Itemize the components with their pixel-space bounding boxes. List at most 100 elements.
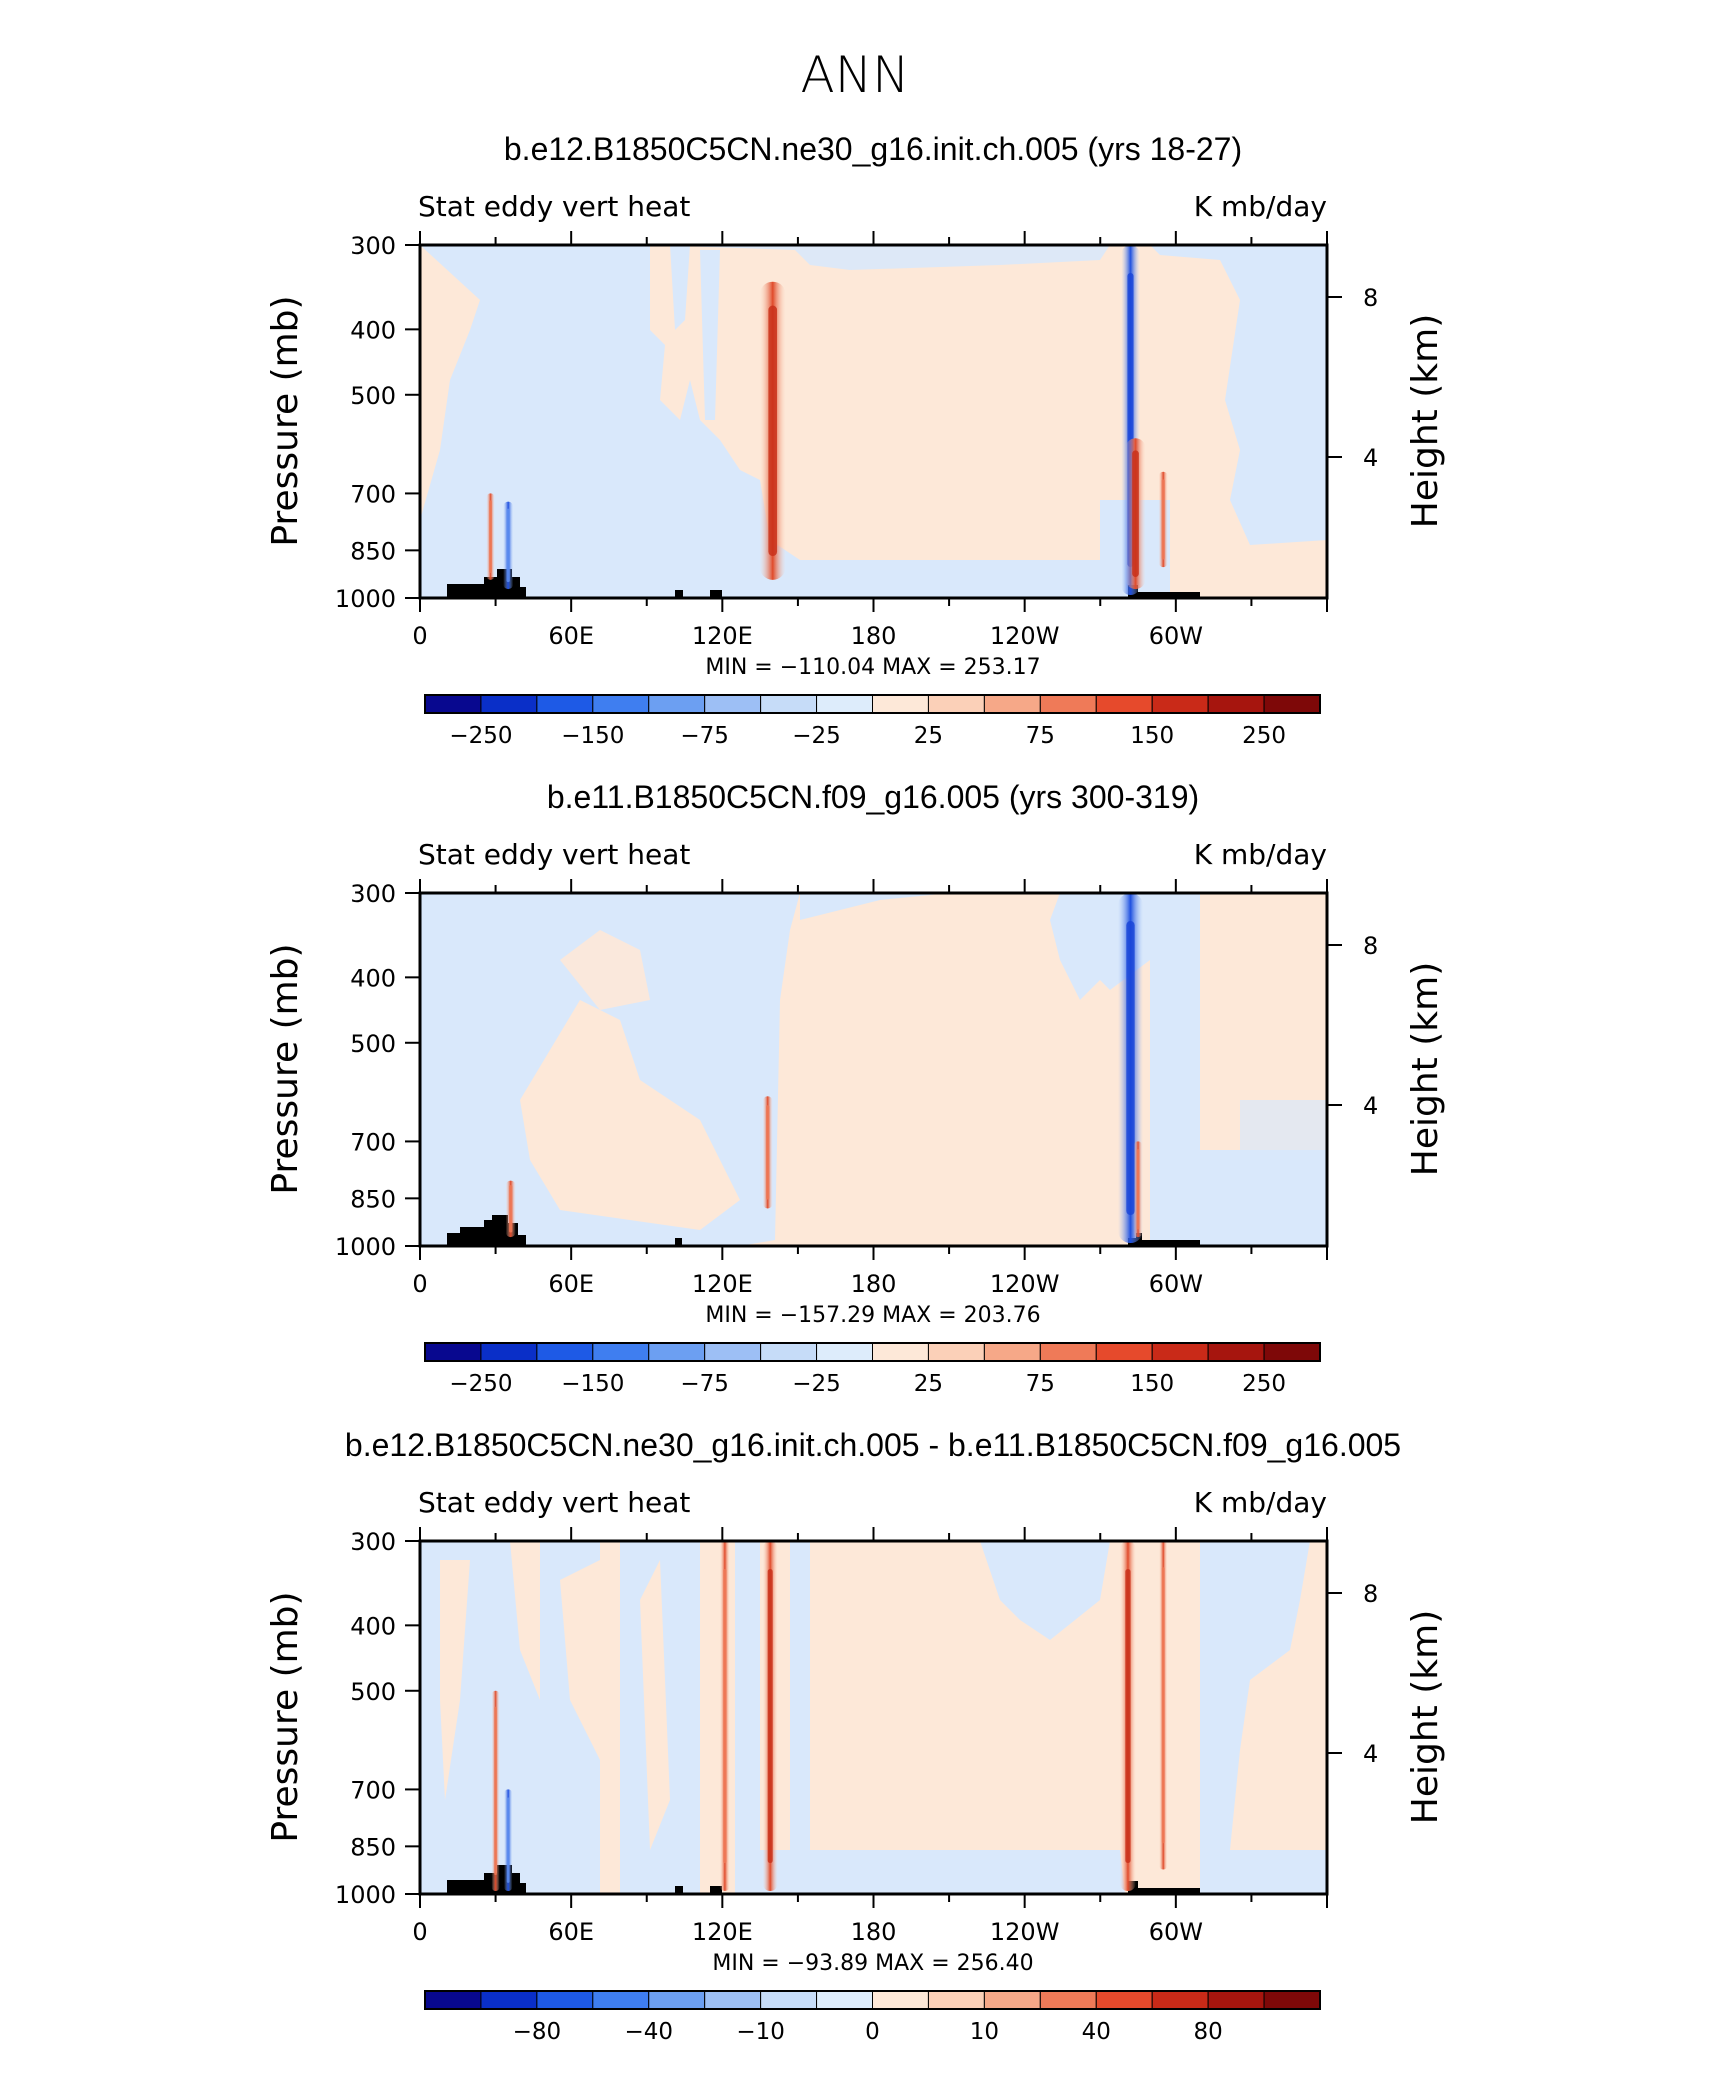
left-label: Stat eddy vert heat	[418, 190, 690, 223]
panel-3: b.e12.B1850C5CN.ne30_g16.init.ch.005 - b…	[265, 1427, 1446, 2045]
y-tick-label: 1000	[335, 1881, 396, 1909]
colorbar-box	[1263, 694, 1321, 714]
colorbar-box	[1263, 1990, 1321, 2010]
x-tick-label: 120W	[990, 622, 1060, 650]
colorbar-box	[704, 1342, 762, 1362]
x-axis: 0 60E 120E 180 120W 60W	[412, 231, 1328, 650]
topography	[710, 590, 722, 598]
y-tick-label: 700	[350, 480, 396, 508]
min-max-label: MIN = −110.04 MAX = 253.17	[705, 655, 1040, 680]
y-axis-title: Pressure (mb)	[265, 943, 306, 1194]
right-label: K mb/day	[1194, 1486, 1327, 1519]
region-negative	[980, 1541, 1110, 1640]
anomaly-core	[766, 1105, 770, 1200]
anomaly-core	[768, 305, 778, 557]
x-tick-label: 120E	[692, 1270, 753, 1298]
colorbar-box	[983, 1990, 1041, 2010]
y2-tick-label: 4	[1363, 444, 1378, 472]
colorbar-box	[983, 1342, 1041, 1362]
colorbar-box	[480, 694, 538, 714]
y-tick-label: 1000	[335, 585, 396, 613]
anomaly-core	[723, 1569, 727, 1864]
colorbar-box	[816, 1342, 873, 1362]
colorbar-box	[760, 694, 818, 714]
region-negative	[1050, 893, 1200, 1246]
region-negative	[700, 250, 720, 420]
x-tick-label: 180	[851, 622, 897, 650]
topography	[1128, 1881, 1200, 1894]
colorbar-box	[927, 1990, 985, 2010]
y-tick-label: 500	[350, 1030, 396, 1058]
min-max-label: MIN = −93.89 MAX = 256.40	[712, 1951, 1033, 1976]
colorbar-box	[592, 1990, 650, 2010]
x-tick-label: 120E	[692, 1918, 753, 1946]
y-tick-label: 400	[350, 964, 396, 992]
region-negative	[420, 245, 800, 598]
colorbar-label: −40	[624, 2019, 673, 2045]
colorbar-box	[536, 694, 594, 714]
topography	[675, 590, 683, 598]
colorbar-box	[872, 1342, 929, 1362]
y2-tick-label: 8	[1363, 284, 1378, 312]
colorbar-label: −80	[513, 2019, 562, 2045]
colorbar-box	[648, 694, 706, 714]
colorbar-label: 25	[914, 723, 943, 749]
colorbar: −250 −150 −75 −25 25 75 150 250	[424, 1342, 1321, 1397]
region-negative	[760, 560, 1115, 598]
y2-tick-label: 8	[1363, 932, 1378, 960]
colorbar-label: 0	[865, 2019, 880, 2045]
colorbar-box	[1095, 1342, 1153, 1362]
colorbar-box	[480, 1990, 538, 2010]
region-negative	[735, 1541, 760, 1894]
anomaly-core	[1132, 450, 1139, 578]
y-tick-label: 700	[350, 1776, 396, 1804]
anomaly-core	[489, 500, 492, 573]
colorbar-box	[1039, 694, 1097, 714]
topography	[1128, 1233, 1200, 1246]
y-tick-label: 300	[350, 880, 396, 908]
feature-layer	[486, 245, 1168, 596]
colorbar-label: 250	[1242, 723, 1286, 749]
x-tick-label: 180	[851, 1918, 897, 1946]
colorbar-label: 25	[914, 1371, 943, 1397]
colorbar-box	[1151, 694, 1209, 714]
colorbar-label: 40	[1082, 2019, 1111, 2045]
x-tick-label: 120W	[990, 1918, 1060, 1946]
right-label: K mb/day	[1194, 838, 1327, 871]
colorbar-box	[536, 1342, 594, 1362]
colorbar-box	[760, 1342, 818, 1362]
x-tick-label: 60W	[1149, 622, 1203, 650]
y-tick-label: 400	[350, 1612, 396, 1640]
colorbar-label: 150	[1130, 723, 1174, 749]
panel-title: b.e12.B1850C5CN.ne30_g16.init.ch.005 (yr…	[504, 131, 1242, 167]
colorbar-label: −250	[449, 1371, 512, 1397]
y-tick-label: 400	[350, 316, 396, 344]
left-label: Stat eddy vert heat	[418, 1486, 690, 1519]
y-tick-label: 700	[350, 1128, 396, 1156]
colorbar-label: 250	[1242, 1371, 1286, 1397]
colorbar-box	[927, 694, 985, 714]
colorbar-box	[424, 1990, 482, 2010]
colorbar-box	[592, 694, 650, 714]
feature-layer	[505, 893, 1143, 1244]
anomaly-core	[1125, 1569, 1131, 1864]
colorbar-box	[872, 1990, 929, 2010]
colorbar-box	[1151, 1990, 1209, 2010]
colorbar-label: 150	[1130, 1371, 1174, 1397]
colorbar-box	[1039, 1990, 1097, 2010]
panel-title: b.e12.B1850C5CN.ne30_g16.init.ch.005 - b…	[345, 1427, 1401, 1463]
colorbar-box	[648, 1990, 706, 2010]
colorbar-label: −75	[680, 723, 729, 749]
anomaly-core	[506, 1797, 510, 1883]
anomaly-core	[1126, 921, 1135, 1216]
colorbar-box	[536, 1990, 594, 2010]
y-axis: 300 400 500 700 850 1000	[335, 880, 420, 1261]
region-negative	[1150, 245, 1327, 545]
colorbar-box	[816, 1990, 873, 2010]
figure-title: ANN	[800, 46, 909, 104]
y-tick-label: 500	[350, 1678, 396, 1706]
min-max-label: MIN = −157.29 MAX = 203.76	[705, 1303, 1040, 1328]
colorbar-box	[816, 694, 873, 714]
colorbar-box	[704, 1990, 762, 2010]
